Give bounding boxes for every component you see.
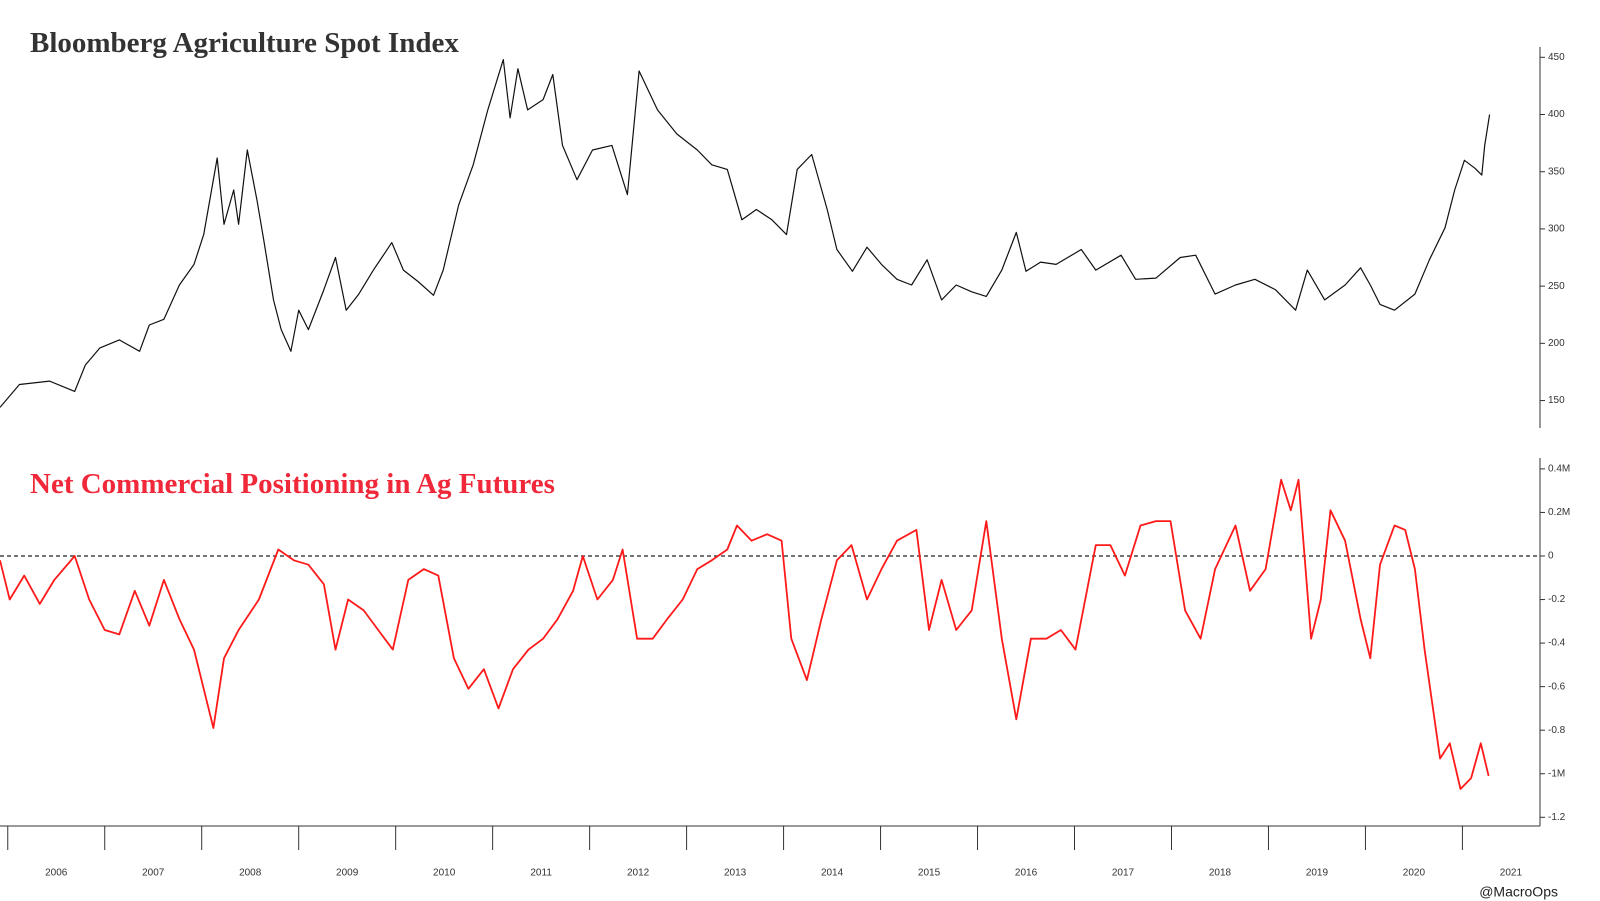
y-tick-label: 0.2M: [1548, 507, 1570, 518]
x-tick-label: 2015: [918, 868, 941, 879]
x-tick-label: 2019: [1306, 868, 1329, 879]
line-series: [0, 478, 1490, 790]
x-tick-label: 2010: [433, 868, 456, 879]
y-tick-label: 150: [1548, 395, 1565, 406]
y-tick-label: 250: [1548, 281, 1565, 292]
y-tick-label: 0.4M: [1548, 464, 1570, 475]
y-tick-label: -0.4: [1548, 638, 1566, 649]
chart-title: Bloomberg Agriculture Spot Index: [30, 27, 459, 59]
x-tick-label: 2021: [1500, 868, 1523, 879]
x-tick-label: 2008: [239, 868, 262, 879]
x-tick-label: 2013: [724, 868, 747, 879]
x-tick-label: 2014: [821, 868, 844, 879]
x-tick-label: 2011: [530, 868, 552, 879]
y-tick-label: -0.8: [1548, 725, 1566, 736]
y-tick-label: -1.2: [1548, 812, 1566, 823]
y-tick-label: 300: [1548, 224, 1565, 235]
y-tick-label: -1M: [1548, 768, 1565, 779]
x-tick-label: 2007: [142, 868, 165, 879]
x-tick-label: 2006: [45, 868, 68, 879]
x-tick-label: 2017: [1112, 868, 1135, 879]
x-tick-label: 2018: [1209, 868, 1232, 879]
y-tick-label: -0.2: [1548, 594, 1566, 605]
x-tick-label: 2009: [336, 868, 359, 879]
line-series: [0, 59, 1491, 408]
credit: @MacroOps: [1479, 884, 1558, 900]
y-tick-label: -0.6: [1548, 681, 1566, 692]
y-tick-label: 350: [1548, 166, 1565, 177]
y-tick-label: 450: [1548, 52, 1565, 63]
x-tick-label: 2012: [627, 868, 650, 879]
y-tick-label: 200: [1548, 338, 1565, 349]
x-tick-label: 2020: [1403, 868, 1426, 879]
chart-title: Net Commercial Positioning in Ag Futures: [30, 468, 555, 500]
y-tick-label: 0: [1548, 551, 1554, 562]
y-tick-label: 400: [1548, 109, 1565, 120]
x-tick-label: 2016: [1015, 868, 1038, 879]
